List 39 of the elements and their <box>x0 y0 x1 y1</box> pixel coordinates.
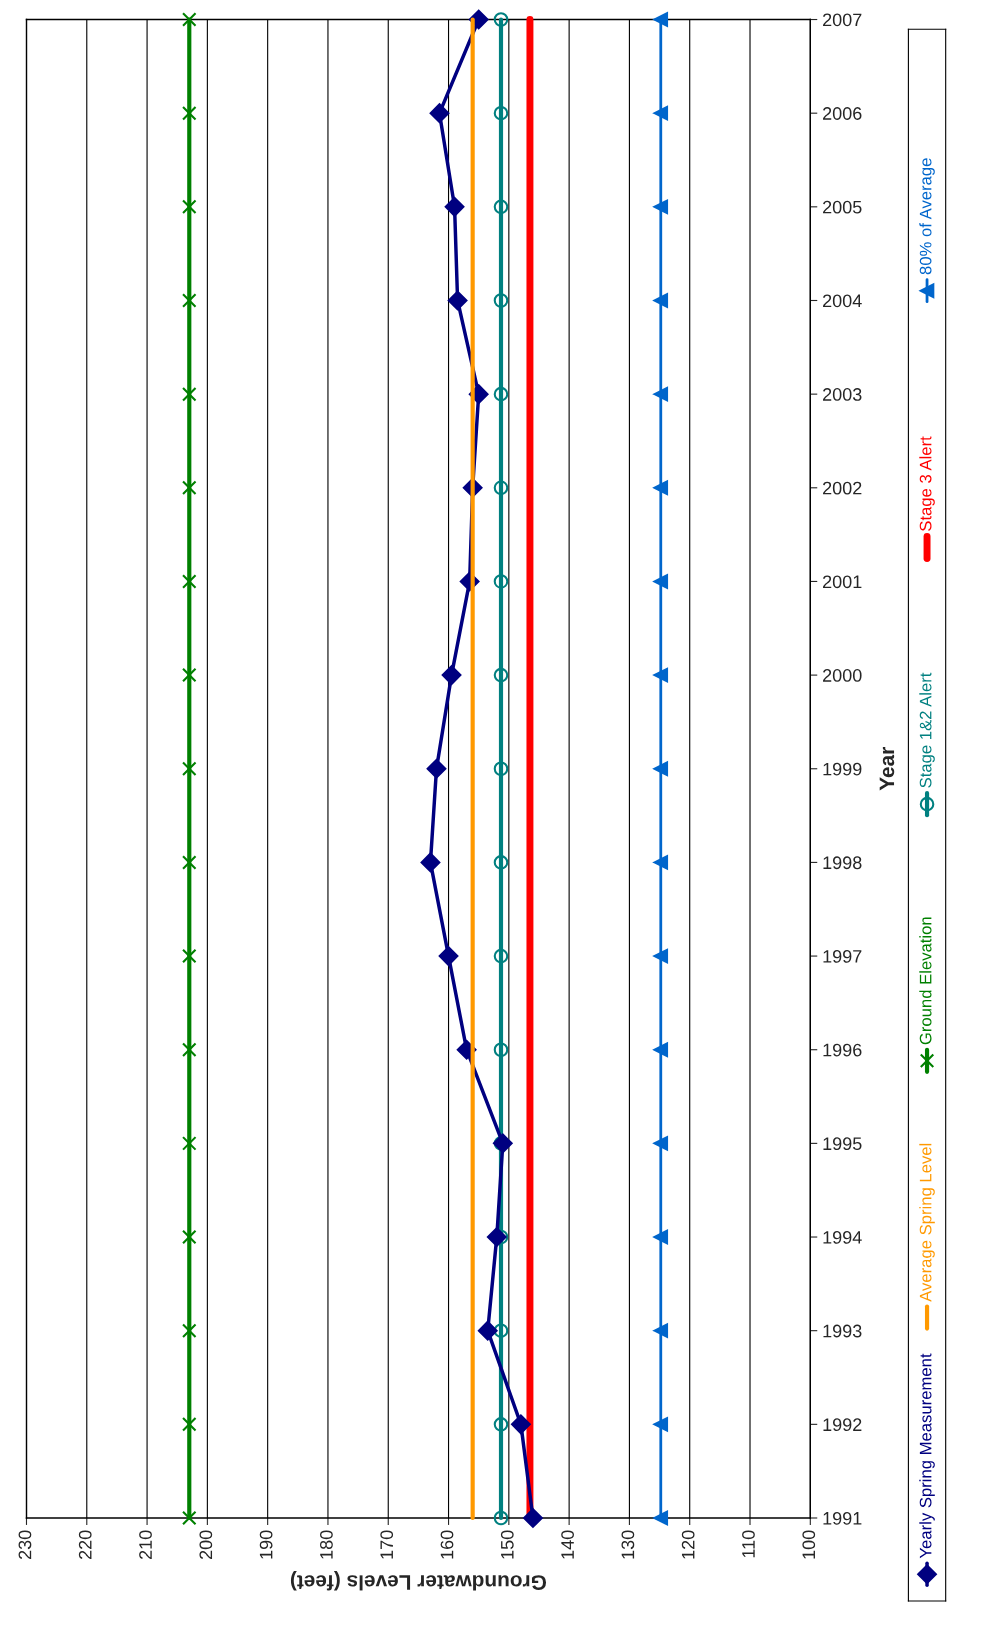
y-tick-label: 1999 <box>823 762 862 776</box>
x-tick-label: 210 <box>139 1530 152 1560</box>
x-tick-label: 220 <box>78 1530 92 1560</box>
y-tick-label: 1992 <box>823 1418 862 1432</box>
x-tick-label: 130 <box>621 1530 635 1559</box>
y-tick-label: 2004 <box>823 294 862 308</box>
x-tick-label: 100 <box>802 1530 816 1559</box>
x-tick-label: 170 <box>380 1530 394 1559</box>
y-tick-label: 2003 <box>823 388 862 401</box>
x-tick-label: 140 <box>561 1530 574 1559</box>
y-tick-label: 2000 <box>823 669 862 682</box>
x-tick-label: 120 <box>681 1530 695 1559</box>
text: Stage 1&2 Alert <box>919 672 935 788</box>
x-tick-label: 230 <box>18 1530 32 1560</box>
x-tick-label: 150 <box>500 1530 514 1559</box>
y-tick-label: 1995 <box>823 1137 862 1151</box>
x-axis-title: Groundwater Levels (feet) <box>290 1571 547 1591</box>
y-tick-label: 1993 <box>823 1324 862 1338</box>
y-tick-label: 2002 <box>823 481 862 495</box>
x-tick-label: 110 <box>742 1530 755 1558</box>
x-tick-label: 190 <box>259 1530 273 1559</box>
y-tick-label: 2005 <box>823 200 862 214</box>
text: Ground Elevation <box>919 917 932 1045</box>
y-tick-label: 2006 <box>823 107 862 120</box>
y-tick-label: 2007 <box>823 13 862 27</box>
x-tick-label: 160 <box>440 1530 454 1559</box>
text: 80% of Average <box>919 158 935 275</box>
x-tick-label: 200 <box>199 1530 213 1560</box>
y-axis-title: Year <box>879 747 895 791</box>
y-tick-label: 1994 <box>823 1230 862 1244</box>
y-tick-label: 1998 <box>823 856 862 870</box>
x-tick-label: 180 <box>320 1530 333 1559</box>
text: Stage 3 Alert <box>919 436 935 531</box>
text: Yearly Spring Measurement <box>919 1353 935 1559</box>
text: Average Spring Level <box>919 1143 935 1302</box>
y-tick-label: 1996 <box>823 1043 862 1057</box>
y-tick-label: 1991 <box>823 1511 862 1525</box>
y-tick-label: 1997 <box>823 950 862 963</box>
y-tick-label: 2001 <box>823 575 862 589</box>
